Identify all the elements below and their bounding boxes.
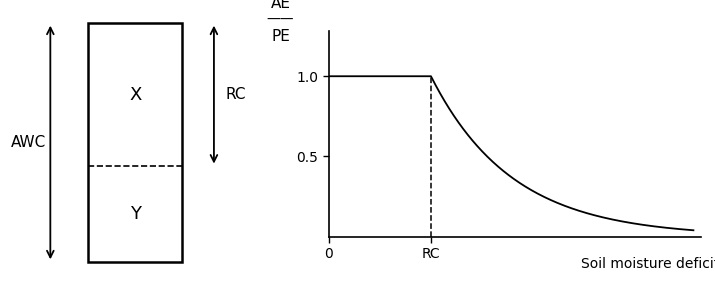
Text: X: X (129, 86, 142, 104)
Bar (88, 23, 182, 262)
Text: Y: Y (130, 205, 141, 223)
Text: PE: PE (271, 29, 290, 44)
Text: Soil moisture deficit: Soil moisture deficit (581, 257, 715, 271)
Text: AE: AE (270, 0, 290, 11)
Text: RC: RC (226, 87, 246, 102)
Text: ——: —— (267, 13, 295, 27)
Text: AWC: AWC (11, 135, 46, 150)
